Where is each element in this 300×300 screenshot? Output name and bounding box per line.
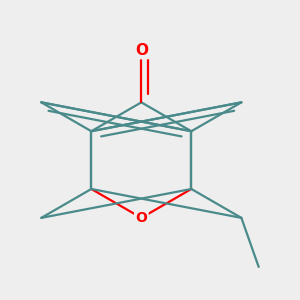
Text: O: O: [135, 43, 148, 58]
Text: O: O: [135, 211, 147, 225]
